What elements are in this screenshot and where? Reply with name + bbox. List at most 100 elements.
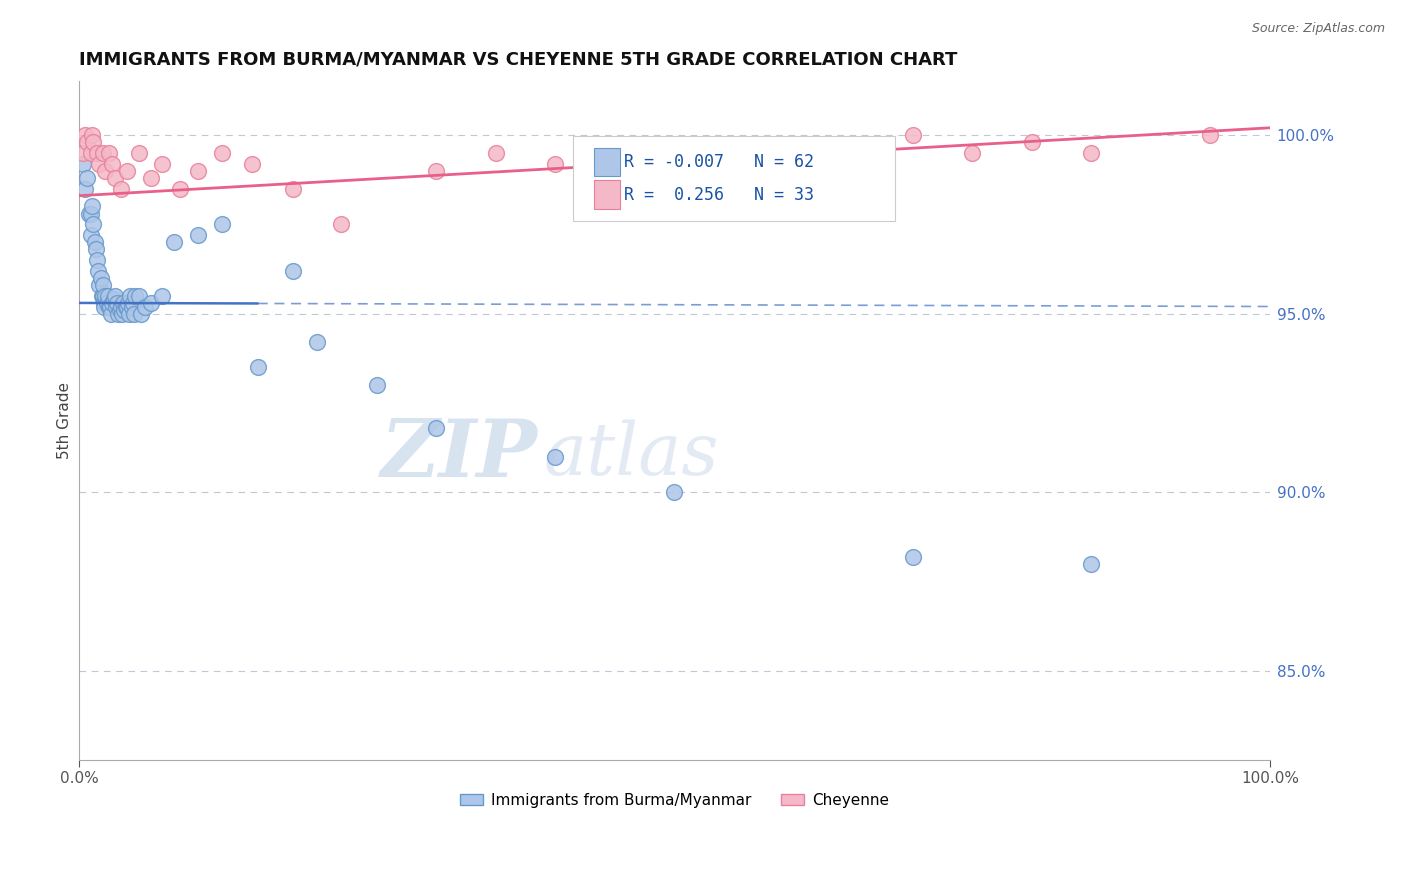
Point xyxy=(72,156,94,170)
Point xyxy=(960,145,983,160)
Point xyxy=(139,170,162,185)
Point xyxy=(163,235,186,249)
FancyBboxPatch shape xyxy=(593,180,620,209)
Point xyxy=(139,296,162,310)
Point xyxy=(124,289,146,303)
Point xyxy=(111,307,134,321)
Point xyxy=(187,163,209,178)
Point xyxy=(664,485,686,500)
Point xyxy=(1080,557,1102,571)
Point xyxy=(80,227,103,242)
Point xyxy=(107,307,129,321)
Point xyxy=(86,145,108,160)
Point xyxy=(83,235,105,249)
Point xyxy=(97,145,120,160)
Point xyxy=(901,128,924,142)
Point xyxy=(723,145,745,160)
FancyBboxPatch shape xyxy=(574,136,894,220)
Point xyxy=(211,217,233,231)
Point xyxy=(112,303,135,318)
Point xyxy=(104,289,127,303)
Point xyxy=(134,300,156,314)
Point xyxy=(93,300,115,314)
Point xyxy=(82,135,104,149)
Point xyxy=(91,278,114,293)
Text: R =  0.256   N = 33: R = 0.256 N = 33 xyxy=(624,186,814,203)
Point xyxy=(117,296,139,310)
Point xyxy=(485,145,508,160)
Point xyxy=(152,289,174,303)
Point xyxy=(86,253,108,268)
Point xyxy=(76,170,98,185)
Point xyxy=(901,549,924,564)
Point xyxy=(366,378,388,392)
Point xyxy=(544,156,567,170)
Point xyxy=(307,335,329,350)
Point xyxy=(118,307,141,321)
Point xyxy=(90,271,112,285)
Point xyxy=(187,227,209,242)
Point xyxy=(115,163,138,178)
Point xyxy=(240,156,263,170)
Point xyxy=(128,145,150,160)
Legend: Immigrants from Burma/Myanmar, Cheyenne: Immigrants from Burma/Myanmar, Cheyenne xyxy=(454,787,896,814)
Point xyxy=(72,145,94,160)
Text: Source: ZipAtlas.com: Source: ZipAtlas.com xyxy=(1251,22,1385,36)
Point xyxy=(108,303,131,318)
Y-axis label: 5th Grade: 5th Grade xyxy=(58,383,72,459)
Point xyxy=(425,421,447,435)
Point xyxy=(128,289,150,303)
Point xyxy=(82,128,104,142)
Point xyxy=(75,181,97,195)
Text: atlas: atlas xyxy=(544,419,718,490)
Point xyxy=(100,307,122,321)
FancyBboxPatch shape xyxy=(593,148,620,177)
Point xyxy=(1080,145,1102,160)
Point xyxy=(91,289,114,303)
Point xyxy=(129,307,152,321)
Point xyxy=(121,296,143,310)
Text: IMMIGRANTS FROM BURMA/MYANMAR VS CHEYENNE 5TH GRADE CORRELATION CHART: IMMIGRANTS FROM BURMA/MYANMAR VS CHEYENN… xyxy=(79,51,957,69)
Text: ZIP: ZIP xyxy=(381,416,537,493)
Point xyxy=(89,278,111,293)
Point xyxy=(110,181,132,195)
Point xyxy=(246,360,269,375)
Point xyxy=(211,145,233,160)
Point xyxy=(76,135,98,149)
Point xyxy=(120,289,142,303)
Point xyxy=(105,296,128,310)
Point xyxy=(101,156,124,170)
Point xyxy=(94,163,117,178)
Point xyxy=(96,296,118,310)
Point xyxy=(330,217,353,231)
Point xyxy=(1021,135,1043,149)
Point xyxy=(283,264,305,278)
Point xyxy=(82,199,104,213)
Point xyxy=(544,450,567,464)
Point xyxy=(122,307,145,321)
Point xyxy=(87,264,110,278)
Point xyxy=(84,243,107,257)
Point xyxy=(82,217,104,231)
Point xyxy=(105,300,128,314)
Point xyxy=(104,170,127,185)
Point xyxy=(89,156,111,170)
Point xyxy=(1199,128,1222,142)
Point xyxy=(98,300,121,314)
Point xyxy=(152,156,174,170)
Point xyxy=(97,289,120,303)
Point xyxy=(112,296,135,310)
Point xyxy=(80,206,103,220)
Point xyxy=(114,300,136,314)
Point xyxy=(425,163,447,178)
Point xyxy=(93,296,115,310)
Point xyxy=(169,181,191,195)
Point xyxy=(121,300,143,314)
Point xyxy=(110,300,132,314)
Point xyxy=(115,300,138,314)
Point xyxy=(97,300,120,314)
Point xyxy=(90,289,112,303)
Point xyxy=(80,145,103,160)
Text: R = -0.007   N = 62: R = -0.007 N = 62 xyxy=(624,153,814,171)
Point xyxy=(94,289,117,303)
